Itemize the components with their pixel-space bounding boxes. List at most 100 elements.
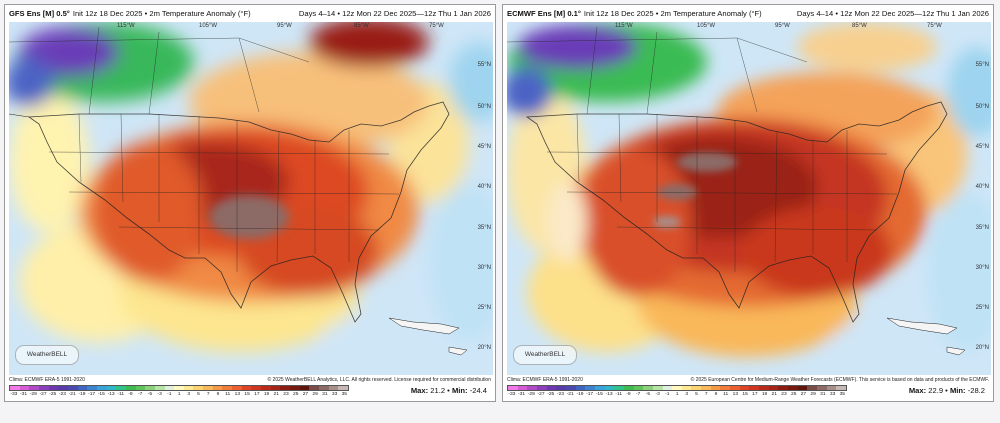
colorbar-swatch — [585, 386, 595, 390]
colorbar-swatch — [125, 386, 136, 390]
colorbar-swatch — [575, 386, 586, 390]
valid-period: Days 4–14 • 12z Mon 22 Dec 2025—12z Thu … — [298, 9, 491, 18]
lat-label: 55°N — [975, 62, 989, 68]
valid-period: Days 4–14 • 12z Mon 22 Dec 2025—12z Thu … — [796, 9, 989, 18]
colorbar-swatch — [826, 386, 837, 390]
colorbar-tick: -25 — [547, 392, 555, 397]
colorbar-swatch — [290, 386, 300, 390]
colorbar-swatch — [778, 386, 789, 390]
lat-label: 35°N — [975, 225, 989, 231]
copyright-note: © 2025 WeatherBELL Analytics, LLC. All r… — [267, 377, 491, 383]
colorbar-swatch — [739, 386, 750, 390]
colorbar-tick: 21 — [273, 392, 279, 397]
gfs-panel: GFS Ens [M] 0.5° Init 12z 18 Dec 2025 • 2… — [4, 4, 496, 402]
colorbar-swatch — [77, 386, 88, 390]
colorbar-tick: -13 — [107, 392, 115, 397]
colorbar-tick: -31 — [20, 392, 28, 397]
colorbar-swatch — [623, 386, 634, 390]
colorbar-tick: 19 — [761, 392, 768, 397]
colorbar-tick: -19 — [576, 392, 584, 397]
min-label: Min: — [949, 386, 966, 395]
colorbar-tick: 35 — [341, 392, 348, 397]
colorbar-tick: 25 — [292, 392, 299, 397]
colorbar-tick: -17 — [586, 392, 594, 397]
lat-label: 30°N — [975, 265, 989, 271]
colorbar-swatch — [319, 386, 329, 390]
colorbar-tick: -9 — [626, 392, 631, 397]
colorbar-swatch — [241, 386, 252, 390]
weatherbell-logo: WeatherBELL — [15, 345, 79, 365]
colorbar-swatches — [507, 385, 847, 391]
colorbar-swatch — [691, 386, 702, 390]
colorbar-swatch — [19, 386, 30, 390]
lat-label: 55°N — [477, 62, 491, 68]
colorbar-swatch — [174, 386, 184, 390]
max-value: 21.2 — [430, 386, 446, 395]
colorbar-swatch — [527, 386, 537, 390]
model-name: ECMWF Ens [M] 0.1° — [507, 9, 581, 18]
lon-label: 75°W — [927, 23, 942, 29]
colorbar-swatch — [164, 386, 175, 390]
colorbar-tick: -15 — [595, 392, 603, 397]
colorbar-tick: 5 — [695, 392, 698, 397]
colorbar-swatch — [48, 386, 59, 390]
anomaly-map[interactable]: 115°W 105°W 95°W 85°W 75°W 55°N 50°N 45°… — [507, 22, 991, 375]
colorbar-tick: -5 — [147, 392, 153, 397]
lon-label: 105°W — [697, 23, 716, 29]
colorbar-tick: -23 — [556, 392, 564, 397]
colorbar: -33 -31 -29 -27 -25 -23 -21 -19 -17 -15 -13 -11 -9 -7… — [507, 385, 847, 399]
ecmwf-panel: ECMWF Ens [M] 0.1° Init 12z 18 Dec 2025 •… — [502, 4, 994, 402]
colorbar-swatch — [681, 386, 692, 390]
colorbar-tick: -11 — [615, 392, 623, 397]
colorbar-swatch — [546, 386, 557, 390]
colorbar-tick: -17 — [88, 392, 96, 397]
colorbar-swatch — [222, 386, 233, 390]
colorbar-swatch — [232, 386, 242, 390]
min-value: -28.2 — [967, 386, 985, 395]
colorbar-tick: 23 — [781, 392, 787, 397]
colorbar-tick: 21 — [771, 392, 777, 397]
colorbar-tick: -9 — [128, 392, 133, 397]
colorbar-ticks: -33 -31 -29 -27 -25 -23 -21 -19 -17 -15 -13 -11 -9 -7… — [9, 392, 349, 397]
colorbar-ticks: -33 -31 -29 -27 -25 -23 -21 -19 -17 -15 -13 -11 -9 -7… — [507, 392, 847, 397]
colorbar-swatch — [309, 386, 319, 390]
colorbar-tick: -23 — [58, 392, 66, 397]
colorbar-tick: 23 — [283, 392, 289, 397]
colorbar-tick: -21 — [68, 392, 76, 397]
weatherbell-logo: WeatherBELL — [513, 345, 577, 365]
colorbar-swatch — [280, 386, 291, 390]
colorbar-tick: 27 — [302, 392, 309, 397]
colorbar-tick: 19 — [263, 392, 270, 397]
panel-header: GFS Ens [M] 0.5° Init 12z 18 Dec 2025 • 2… — [5, 5, 495, 22]
colorbar-tick: 7 — [704, 392, 708, 397]
colorbar-tick: -5 — [645, 392, 651, 397]
max-label: Max: — [908, 386, 927, 395]
colorbar-tick: 31 — [322, 392, 328, 397]
colorbar-swatch — [749, 386, 760, 390]
colorbar-tick: -27 — [537, 392, 545, 397]
anomaly-map[interactable]: 115°W 105°W 95°W 85°W 75°W 55°N 50°N 45°… — [9, 22, 493, 375]
lon-label: 95°W — [775, 23, 790, 29]
lat-label: 20°N — [477, 345, 491, 351]
init-info: Init 12z 18 Dec 2025 • 2m Temperature An… — [583, 9, 762, 18]
colorbar-swatch — [261, 386, 271, 390]
colorbar-swatch — [135, 386, 146, 390]
colorbar-swatch — [106, 386, 117, 390]
colorbar-swatch — [338, 386, 348, 390]
colorbar-swatch — [710, 386, 721, 390]
lat-label: 45°N — [477, 144, 491, 150]
colorbar-tick: 27 — [800, 392, 807, 397]
colorbar-tick: -1 — [167, 392, 172, 397]
colorbar-tick: -7 — [636, 392, 641, 397]
colorbar-tick: 17 — [254, 392, 260, 397]
lon-label: 115°W — [117, 23, 135, 29]
colorbar-tick: 31 — [820, 392, 826, 397]
colorbar-tick: 35 — [839, 392, 846, 397]
colorbar-tick: -7 — [138, 392, 143, 397]
colorbar-swatch — [193, 386, 204, 390]
colorbar-swatch — [183, 386, 194, 390]
colorbar-tick: 11 — [723, 392, 729, 397]
max-min: Max: 21.2 • Min: -24.4 — [410, 386, 487, 395]
colorbar-swatch — [517, 386, 528, 390]
colorbar-tick: 9 — [216, 392, 220, 397]
